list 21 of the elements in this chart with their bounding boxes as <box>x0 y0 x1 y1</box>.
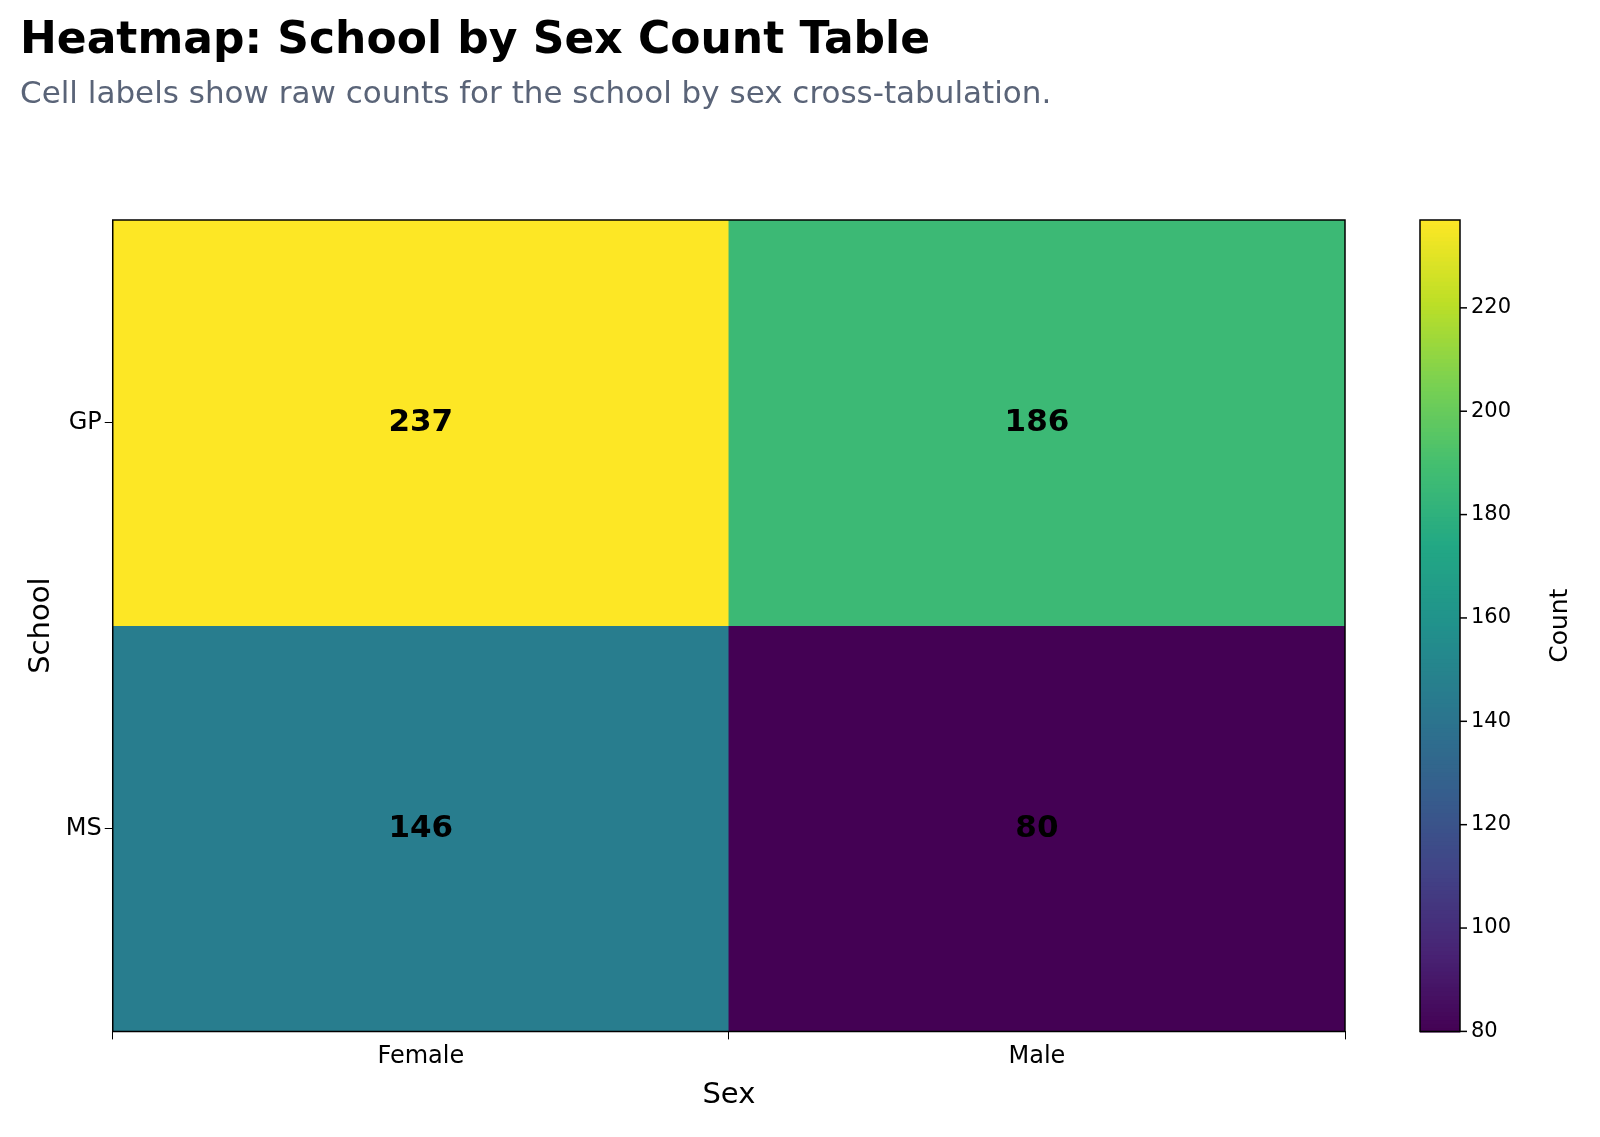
color-bar-title: Count <box>1543 588 1573 663</box>
color-bar-label: 140 <box>1471 707 1512 732</box>
x-axis-title: Sex <box>702 1076 756 1111</box>
chart-subtitle: Cell labels show raw counts for the school by sex cross-tabulation. <box>20 74 1052 110</box>
color-bar-label: 120 <box>1471 811 1512 836</box>
color-bar-label: 200 <box>1471 397 1512 422</box>
color-bar-label: 80 <box>1471 1017 1498 1042</box>
data-label: 146 <box>388 807 454 844</box>
data-label: 237 <box>388 401 454 438</box>
x-tick-label: Female <box>377 1041 465 1070</box>
data-label: 186 <box>1004 401 1070 438</box>
chart-title: Heatmap: School by Sex Count Table <box>20 12 930 63</box>
y-axis-title: School <box>21 577 56 674</box>
y-tick-label: MS <box>65 812 102 841</box>
data-label: 80 <box>1015 807 1059 844</box>
color-bar-label: 160 <box>1471 604 1512 629</box>
color-bar-label: 220 <box>1471 294 1512 319</box>
y-tick-label: GP <box>68 407 102 436</box>
x-tick-label: Male <box>1008 1041 1066 1070</box>
color-bar-label: 100 <box>1471 914 1512 939</box>
color-bar-label: 180 <box>1471 501 1512 526</box>
